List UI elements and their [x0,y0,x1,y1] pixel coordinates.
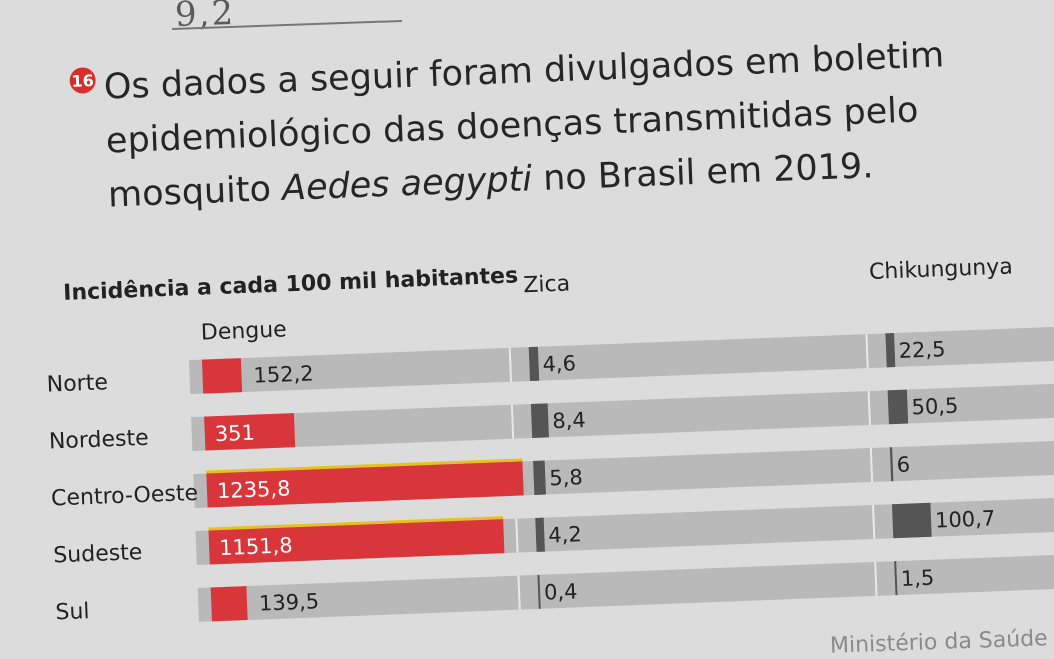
chikungunya-bar [891,502,932,539]
zika-value-label: 8,4 [552,408,586,433]
chart-title: Incidência a cada 100 mil habitantes [63,263,519,305]
zika-bar [533,460,546,495]
row-separator [865,334,869,369]
legend-dengue: Dengue [200,317,287,345]
chikungunya-value-label: 100,7 [935,506,996,532]
row-track [188,326,1054,395]
dengue-bar [206,461,524,508]
chikungunya-value-label: 22,5 [898,337,946,363]
dengue-bar [210,586,248,622]
dengue-value-label: 1151,8 [219,533,293,560]
dengue-bar-highlight [208,516,504,531]
row-separator [867,391,871,426]
chikungunya-bar [889,447,894,482]
row-separator [874,561,878,596]
zika-value-label: 0,4 [544,579,578,604]
dengue-bar [201,358,243,394]
row-separator [515,518,519,553]
zika-value-label: 5,8 [549,465,583,490]
row-separator [508,347,513,382]
legend-chikungunya: Chikungunya [869,254,1014,284]
chikungunya-value-label: 1,5 [900,566,934,591]
dengue-value-label: 152,2 [253,361,314,387]
row-separator [869,447,874,483]
chikungunya-bar [894,561,898,596]
dengue-value-label: 139,5 [259,589,320,615]
zika-bar [530,403,549,439]
source-note: Ministério da Saúde [829,626,1049,659]
row-separator [872,504,876,539]
category-label: Nordeste [49,426,150,455]
legend-zica: Zica [523,271,571,298]
dengue-bar-highlight [206,458,523,474]
chikungunya-value-label: 50,5 [911,394,959,420]
dengue-value-label: 351 [214,421,255,447]
zika-bar [537,574,541,609]
row-separator [510,404,515,439]
row-separator [517,575,521,610]
zika-bar [528,346,540,382]
zika-bar [535,517,545,552]
category-label: Norte [46,370,108,397]
zika-value-label: 4,6 [542,351,576,376]
category-label: Sul [55,599,90,625]
category-label: Centro-Oeste [51,481,199,512]
dengue-bar [204,413,296,451]
row-track [197,554,1054,622]
chikungunya-value-label: 6 [896,453,910,477]
chikungunya-bar [885,333,896,368]
dengue-value-label: 1235,8 [217,476,291,503]
chikungunya-bar [887,389,909,425]
category-label: Sudeste [53,540,143,568]
row-track [191,383,1054,452]
zika-value-label: 4,2 [548,522,582,547]
dengue-bar [208,519,505,565]
